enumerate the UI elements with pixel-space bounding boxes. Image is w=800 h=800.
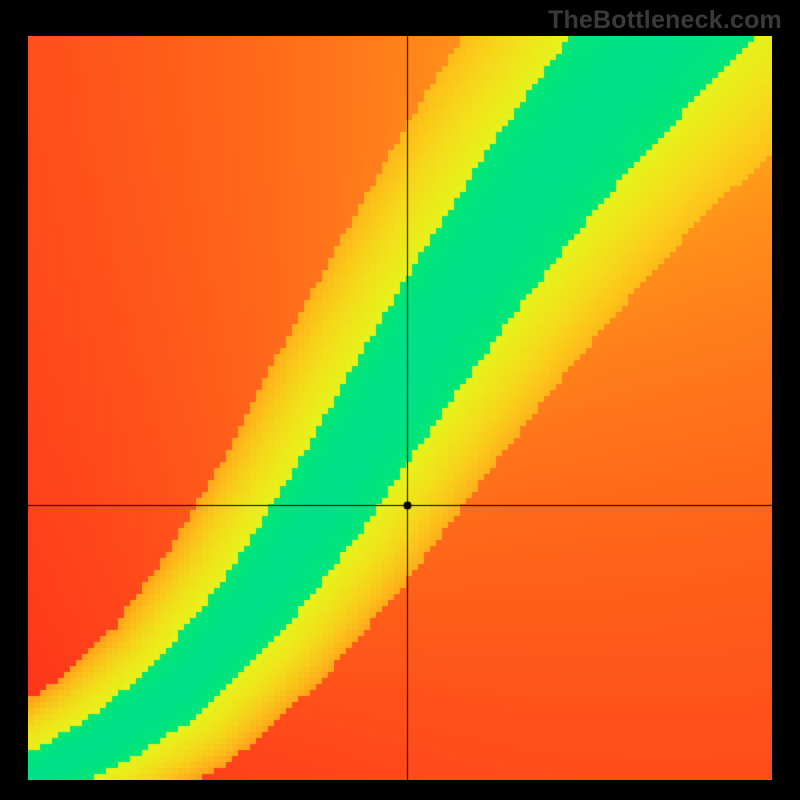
- chart-frame: TheBottleneck.com: [0, 0, 800, 800]
- bottleneck-heatmap: [28, 36, 772, 780]
- watermark-text: TheBottleneck.com: [548, 6, 782, 35]
